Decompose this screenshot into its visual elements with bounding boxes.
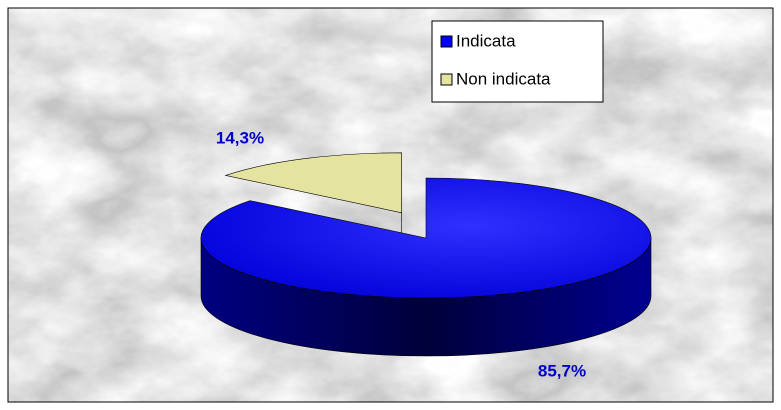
slice-top [224,152,402,214]
legend-box [431,20,604,103]
data-label: 85,7% [538,361,586,380]
legend-swatch [440,73,453,86]
legend: Indicata Non indicata [431,20,604,103]
legend-label: Indicata [456,31,516,50]
legend-label: Non indicata [456,69,551,88]
pie [200,152,652,357]
chart-border [7,7,774,403]
legend-swatch [440,35,453,48]
data-label: 14,3% [216,128,264,147]
slice-top [200,177,652,299]
